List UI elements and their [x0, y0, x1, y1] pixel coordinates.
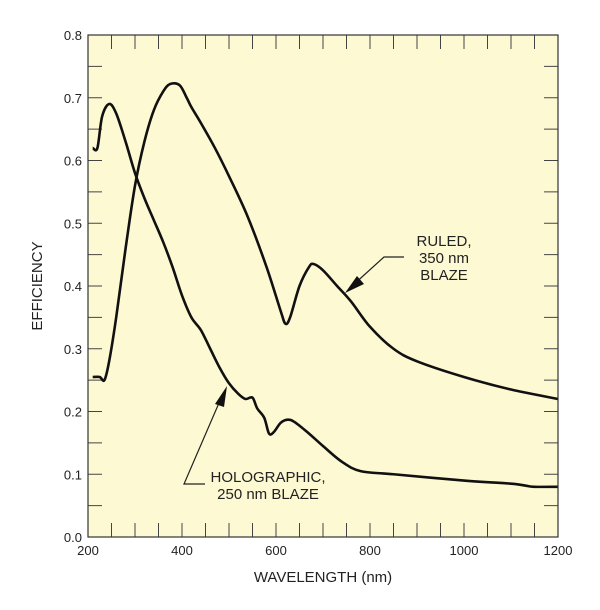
- ruled-series-line: [92, 81, 559, 401]
- plot-area: [88, 35, 558, 537]
- y-tick-label: 0.3: [64, 342, 82, 357]
- y-tick-label: 0.7: [64, 91, 82, 106]
- y-axis-title: EFFICIENCY: [29, 241, 46, 330]
- y-tick-label: 0.4: [64, 279, 82, 294]
- y-tick-label: 0.6: [64, 154, 82, 169]
- y-tick-label: 0.5: [64, 216, 82, 231]
- x-tick-label: 600: [265, 543, 287, 558]
- annotation-ruled-arrow: [351, 256, 404, 287]
- plot-frame: [87, 34, 559, 538]
- holographic-series-line: [92, 102, 559, 489]
- x-tick-label: 200: [77, 543, 99, 558]
- y-tick-label: 0.2: [64, 405, 82, 420]
- annotation-ruled-line-3: BLAZE: [420, 267, 468, 284]
- annotation-holographic-line-2: 250 nm BLAZE: [217, 486, 319, 503]
- y-tick-label: 0.0: [64, 530, 82, 545]
- x-tick-label: 1200: [544, 543, 573, 558]
- y-tick-label: 0.8: [64, 28, 82, 43]
- annotation-ruled-line-1: RULED,: [416, 233, 471, 250]
- annotation-holographic: HOLOGRAPHIC, 250 nm BLAZE: [183, 386, 326, 503]
- annotation-holographic-arrowhead: [215, 386, 227, 407]
- x-tick-label: 1000: [450, 543, 479, 558]
- annotation-holographic-line-1: HOLOGRAPHIC,: [210, 469, 325, 486]
- annotation-ruled-line-2: 350 nm: [419, 250, 469, 267]
- x-tick-label: 800: [359, 543, 381, 558]
- x-tick-label: 400: [171, 543, 193, 558]
- annotation-holographic-arrow: [183, 395, 223, 485]
- annotation-ruled-arrowhead: [345, 276, 364, 293]
- y-tick-label: 0.1: [64, 467, 82, 482]
- annotation-ruled: RULED, 350 nm BLAZE: [345, 233, 472, 293]
- x-axis-title: WAVELENGTH (nm): [254, 569, 392, 586]
